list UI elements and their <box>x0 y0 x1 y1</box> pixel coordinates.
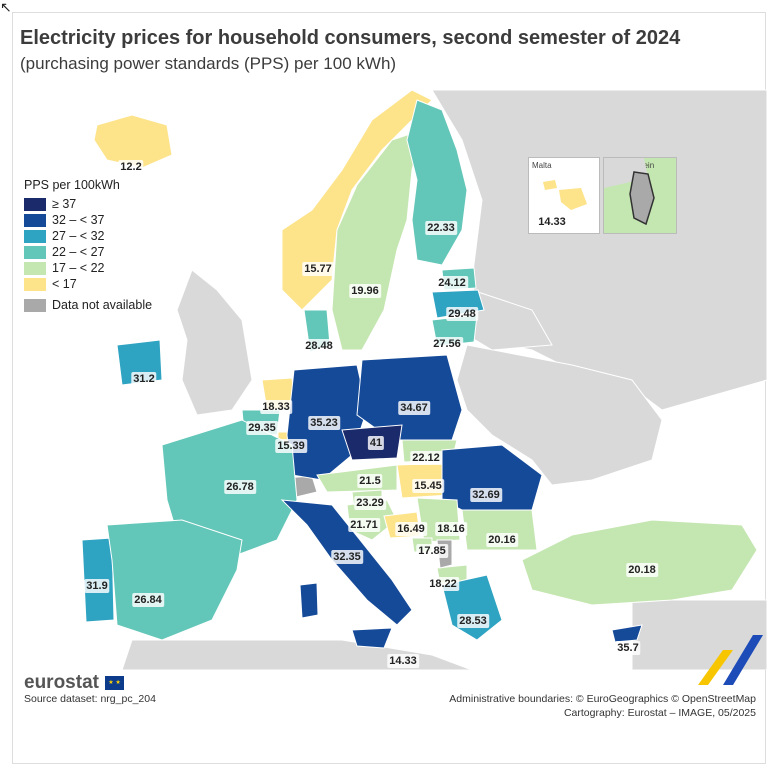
malta-shape <box>543 180 587 210</box>
north-africa-land <box>121 639 473 670</box>
legend-title: PPS per 100kWh <box>24 178 120 192</box>
denmark-value-label: 28.48 <box>303 339 335 353</box>
germany-value-label: 35.23 <box>308 416 340 430</box>
norway-shape <box>281 89 433 311</box>
luxembourg-value-label: 15.39 <box>275 439 307 453</box>
legend-row: < 17 <box>24 276 152 292</box>
legend-row: ≥ 37 <box>24 196 152 212</box>
spain-value-label: 26.84 <box>132 593 164 607</box>
latvia-value-label: 29.48 <box>446 307 478 321</box>
spain-shape <box>106 519 243 641</box>
norway-value-label: 15.77 <box>302 262 334 276</box>
legend-swatch <box>24 277 46 291</box>
malta-value-label: 14.33 <box>536 215 568 229</box>
turkey-value-label: 20.18 <box>626 563 658 577</box>
eurostat-corner-logo <box>698 635 763 685</box>
source-dataset: Source dataset: nrg_pc_204 <box>24 693 156 705</box>
credit-boundaries: Administrative boundaries: © EuroGeograp… <box>449 693 756 705</box>
legend-label: 17 – < 22 <box>52 261 105 275</box>
liechtenstein-inset: Liechtenstein <box>603 157 677 234</box>
sweden-shape <box>331 129 423 351</box>
legend-swatch <box>24 229 46 243</box>
bulgaria-shape <box>461 509 538 551</box>
croatia-value-label: 21.71 <box>348 518 380 532</box>
legend-swatch <box>24 197 46 211</box>
estonia-value-label: 24.12 <box>436 276 468 290</box>
slovenia-value-label: 23.29 <box>354 496 386 510</box>
sardinia-shape <box>299 582 319 619</box>
north-macedonia-value-label: 18.22 <box>427 577 459 591</box>
portugal-value-label: 31.9 <box>84 579 110 593</box>
bulgaria-value-label: 20.16 <box>486 533 518 547</box>
uk-land <box>176 269 253 416</box>
bosnia-value-label: 16.49 <box>395 522 427 536</box>
legend-row: 27 – < 32 <box>24 228 152 244</box>
montenegro-value-label: 17.85 <box>416 544 448 558</box>
legend-row: 32 – < 37 <box>24 212 152 228</box>
legend-swatch-na <box>24 298 46 312</box>
legend-swatch <box>24 245 46 259</box>
greece-value-label: 28.53 <box>457 614 489 628</box>
sweden-value-label: 19.96 <box>349 284 381 298</box>
credit-cartography: Cartography: Eurostat – IMAGE, 05/2025 <box>563 707 756 719</box>
legend-label: ≥ 37 <box>52 197 77 211</box>
sicily-malta-value-label: 14.33 <box>387 654 419 668</box>
ukraine-land <box>456 344 663 486</box>
ireland-value-label: 31.2 <box>131 372 157 386</box>
eurostat-logo: eurostat <box>24 672 99 693</box>
austria-value-label: 21.5 <box>357 474 383 488</box>
legend-label: 32 – < 37 <box>52 213 105 227</box>
liechtenstein-shape <box>604 158 655 226</box>
map-subtitle: (purchasing power standards (PPS) per 10… <box>20 54 397 73</box>
iceland-shape <box>93 114 173 169</box>
netherlands-value-label: 18.33 <box>260 400 292 414</box>
cyprus-value-label: 35.7 <box>615 641 641 655</box>
italy-value-label: 32.35 <box>331 550 363 564</box>
france-value-label: 26.78 <box>224 480 256 494</box>
romania-value-label: 32.69 <box>470 488 502 502</box>
legend-row: 22 – < 27 <box>24 244 152 260</box>
legend-swatch <box>24 213 46 227</box>
map-title: Electricity prices for household consume… <box>20 27 681 49</box>
legend-na-label: Data not available <box>52 298 153 312</box>
lithuania-value-label: 27.56 <box>431 337 463 351</box>
sicily-shape <box>351 627 393 649</box>
malta-inset: Malta 14.33 <box>528 157 600 234</box>
legend-label: 22 – < 27 <box>52 245 105 259</box>
legend-row: 17 – < 22 <box>24 260 152 276</box>
czechia-value-label: 41 <box>367 436 385 450</box>
cyprus-shape <box>611 624 643 643</box>
legend-swatch <box>24 261 46 275</box>
iceland-value-label: 12.2 <box>118 160 144 174</box>
legend-row-na: Data not available <box>24 297 152 313</box>
malta-inset-title: Malta <box>532 161 552 170</box>
hungary-value-label: 15.45 <box>412 479 444 493</box>
poland-value-label: 34.67 <box>398 401 430 415</box>
map-legend: PPS per 100kWh ≥ 37 32 – < 37 27 – < 32 … <box>24 178 152 313</box>
serbia-value-label: 18.16 <box>435 522 467 536</box>
slovakia-value-label: 22.12 <box>410 451 442 465</box>
legend-label: 27 – < 32 <box>52 229 105 243</box>
mouse-cursor-icon: ↖ <box>0 0 12 15</box>
finland-value-label: 22.33 <box>425 221 457 235</box>
turkey-shape <box>521 519 758 606</box>
eu-flag-icon: ★ ★ <box>105 676 124 690</box>
legend-label: < 17 <box>52 277 77 291</box>
belgium-value-label: 29.35 <box>246 421 278 435</box>
